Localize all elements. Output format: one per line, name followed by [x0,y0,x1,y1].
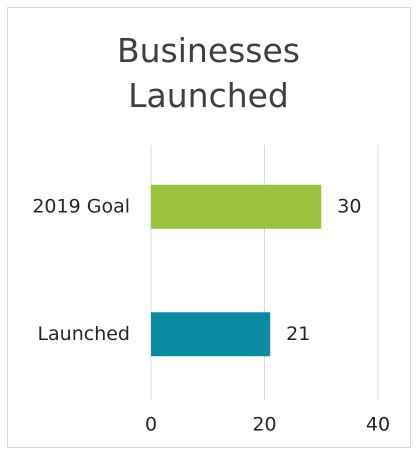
bar [151,312,271,357]
x-tick-label: 0 [145,414,157,436]
x-tick-label: 20 [252,414,276,436]
x-tick-label: 40 [366,414,390,436]
y-tick-label: 2019 Goal [32,195,130,217]
y-tick-label: Launched [37,323,130,345]
title-box: Businesses Launched [0,28,417,118]
chart-title: Businesses Launched [116,31,300,115]
value-label: 30 [337,195,361,217]
bar [151,184,322,229]
value-label: 21 [286,323,310,345]
